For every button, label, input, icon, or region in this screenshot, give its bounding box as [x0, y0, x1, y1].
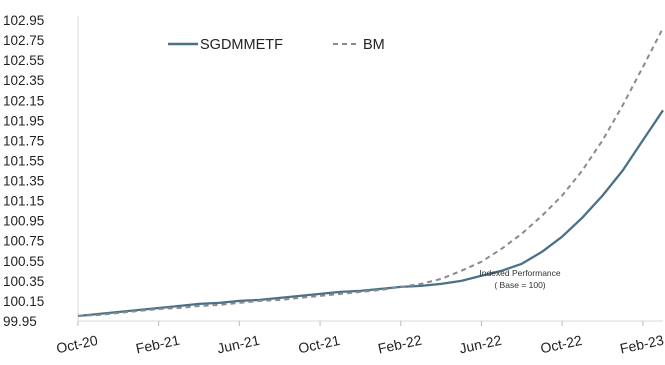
x-tick-label: Feb-21 — [134, 332, 181, 357]
annotation: Indexed Performance ( Base = 100) — [479, 268, 561, 290]
x-tick-labels: Oct-20 Feb-21 Jun-21 Oct-21 Feb-22 Jun-22 Oct-… — [55, 321, 665, 357]
y-tick-labels: 102.95 102.75 102.55 102.35 102.15 101.95 101.… — [3, 13, 44, 329]
y-tick-label: 102.15 — [3, 93, 44, 108]
y-tick-label: 100.75 — [3, 234, 44, 249]
annotation-line-2: ( Base = 100) — [494, 280, 545, 290]
x-tick-label: Feb-23 — [618, 332, 665, 357]
x-tick-label: Oct-22 — [539, 332, 584, 356]
y-tick-label: 100.35 — [3, 274, 44, 289]
y-tick-label: 101.35 — [3, 174, 44, 189]
legend: SGDMMETF BM — [168, 37, 385, 53]
series-line-bm — [77, 27, 664, 317]
y-tick-label: 102.95 — [3, 13, 44, 28]
y-tick-label: 102.55 — [3, 53, 44, 68]
y-tick-label: 99.95 — [3, 314, 37, 329]
x-tick-label: Jun-22 — [458, 332, 503, 357]
x-tick-label: Oct-21 — [297, 332, 342, 356]
y-tick-label: 101.95 — [3, 113, 44, 128]
legend-label-bm: BM — [363, 37, 385, 53]
y-tick-label: 101.15 — [3, 194, 44, 209]
x-tick-label: Feb-22 — [376, 332, 423, 357]
y-tick-label: 102.75 — [3, 33, 44, 48]
y-tick-label: 100.55 — [3, 254, 44, 269]
series-lines — [77, 27, 664, 318]
series-line-sgdmmetf — [77, 109, 664, 318]
x-tick-label: Oct-20 — [55, 332, 100, 356]
y-tick-label: 100.15 — [3, 294, 44, 309]
y-tick-label: 100.95 — [3, 214, 44, 229]
y-tick-label: 101.75 — [3, 133, 44, 148]
legend-label-sgdmmetf: SGDMMETF — [200, 37, 283, 53]
annotation-line-1: Indexed Performance — [479, 268, 561, 278]
y-tick-label: 102.35 — [3, 73, 44, 88]
x-tick-label: Jun-21 — [216, 332, 261, 357]
y-tick-label: 101.55 — [3, 153, 44, 168]
